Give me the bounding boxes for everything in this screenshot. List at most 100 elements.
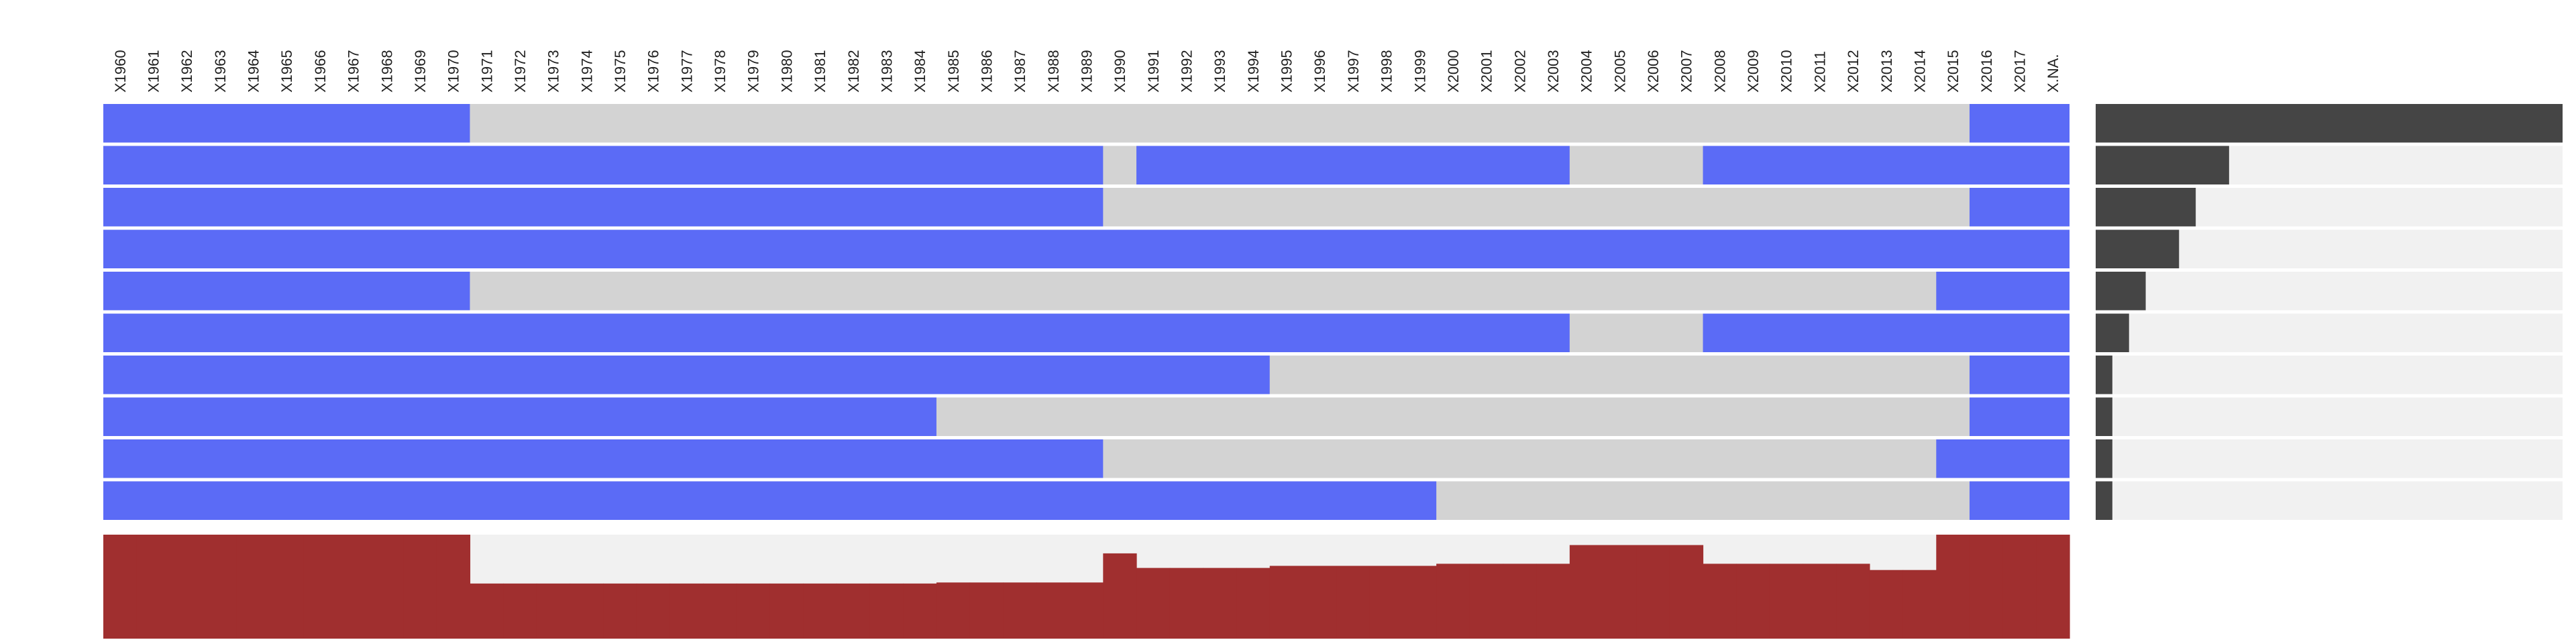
column-label-X2010: X2010 [1778,50,1795,93]
row-count-bar-3 [2096,188,2196,227]
row-count-bar-4 [2096,229,2180,268]
matrix-row-2 [103,146,2070,184]
column-bar-X1972 [503,583,537,639]
column-bar-X2015 [1936,535,1970,639]
row-count-bar-10 [2096,481,2112,520]
column-bar-X1977 [669,583,704,639]
column-label-X1968: X1968 [378,50,395,93]
column-label-X1993: X1993 [1212,50,1228,93]
missing-segment-row-8-1 [936,397,1970,436]
column-label-X2009: X2009 [1745,50,1762,93]
column-label-X1995: X1995 [1279,50,1295,93]
column-bar-X2002 [1503,564,1537,639]
column-label-X2006: X2006 [1645,50,1662,93]
row-count-bar-7 [2096,356,2112,394]
column-bar-X2016 [1969,535,2004,639]
column-label-X1963: X1963 [212,50,229,93]
column-label-X2012: X2012 [1845,50,1862,93]
column-bar-X1971 [470,583,504,639]
column-label-X2007: X2007 [1678,50,1695,93]
column-label-X2005: X2005 [1611,50,1628,93]
column-bar-X1991 [1136,568,1171,639]
column-label-X1990: X1990 [1112,50,1128,93]
column-label-X1996: X1996 [1311,50,1328,93]
column-label-X1999: X1999 [1411,50,1428,93]
column-label-X1994: X1994 [1245,50,1262,93]
column-bar-X1981 [803,583,837,639]
row-count-bar-6 [2096,313,2129,352]
column-label-X1991: X1991 [1145,50,1162,93]
column-label-X1964: X1964 [246,50,262,93]
column-bar-X1983 [869,583,904,639]
column-bar-X1969 [403,535,437,639]
column-label-X1962: X1962 [178,50,195,93]
column-bar-X1995 [1269,566,1304,639]
column-bar-X2010 [1769,564,1804,639]
row-count-bar-9 [2096,439,2112,478]
row-count-track-5 [2096,272,2563,311]
column-label-X1976: X1976 [645,50,662,93]
column-label-X1979: X1979 [745,50,762,93]
column-bar-X2004 [1569,545,1604,639]
column-bar-X1986 [969,582,1004,639]
column-bar-X2017 [2002,535,2037,639]
column-bar-X1961 [136,535,170,639]
missing-segment-row-2-1 [1103,146,1137,184]
column-bar-X1968 [370,535,404,639]
column-label-X1972: X1972 [512,50,529,93]
column-label-X1981: X1981 [812,50,828,93]
row-count-bar-1 [2096,104,2563,143]
row-count-track-8 [2096,397,2563,436]
column-label-X2015: X2015 [1945,50,1962,93]
column-bar-X1996 [1303,566,1337,639]
column-label-X1977: X1977 [678,50,695,93]
column-label-X1987: X1987 [1012,50,1028,93]
column-label-X1966: X1966 [312,50,329,93]
column-bar-X1970 [436,535,471,639]
missing-segment-row-5-1 [470,272,1937,311]
missing-segment-row-9-1 [1103,439,1937,478]
column-label-X1965: X1965 [278,50,295,93]
column-bar-X1987 [1003,582,1037,639]
column-bar-X1975 [603,583,637,639]
column-label-X2016: X2016 [1978,50,1995,93]
matrix-row-4 [103,229,2070,268]
column-bar-X1985 [936,582,971,639]
column-label-X1970: X1970 [445,50,462,93]
column-label-X.NA.: X.NA. [2045,54,2061,93]
row-count-track-6 [2096,313,2563,352]
column-bar-X1982 [836,583,871,639]
column-bar-X2006 [1636,545,1670,639]
column-label-X1982: X1982 [845,50,862,93]
column-label-X1985: X1985 [945,50,962,93]
column-completeness-bars [103,535,2070,639]
column-label-X1975: X1975 [612,50,629,93]
column-labels: X1960 X1961 X1962 X1963 X1964 X1965 X1966 X1967… [112,50,2061,93]
column-label-X2013: X2013 [1878,50,1895,93]
missing-segment-row-2-2 [1569,146,1703,184]
column-bar-X1980 [769,583,804,639]
column-bar-X1967 [336,535,371,639]
column-label-X1998: X1998 [1379,50,1395,93]
row-count-bar-5 [2096,272,2146,311]
column-label-X2011: X2011 [1811,51,1828,93]
column-bar-X1979 [736,583,771,639]
column-bar-X2007 [1669,545,1704,639]
column-bar-X1974 [570,583,604,639]
column-bar-X2013 [1869,570,1904,639]
column-bar-X1966 [303,535,337,639]
column-label-X1983: X1983 [878,50,895,93]
column-bar-X.NA. [2036,535,2070,639]
column-label-X1971: X1971 [478,50,495,93]
column-label-X1986: X1986 [978,50,995,93]
matrix-row-6 [103,313,2070,352]
column-bar-X2000 [1436,564,1470,639]
column-bar-X1992 [1169,568,1203,639]
column-label-X2017: X2017 [2011,50,2028,93]
row-count-bars [2096,104,2563,520]
column-bar-X1990 [1103,553,1137,639]
column-label-X1984: X1984 [912,50,928,93]
column-bar-X2009 [1736,564,1770,639]
missing-segment-row-10-1 [1436,481,1970,520]
column-bar-X1984 [903,583,937,639]
